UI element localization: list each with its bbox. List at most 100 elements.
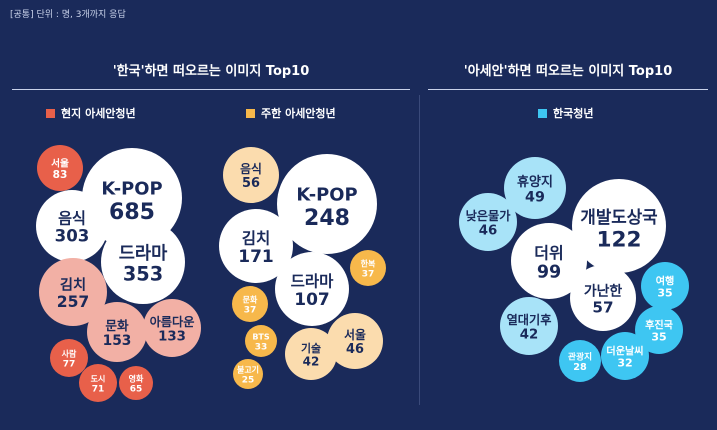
bubble-circle bbox=[572, 179, 666, 273]
bubble-circle bbox=[500, 297, 558, 355]
bubble-circle bbox=[601, 332, 649, 380]
legend-label-resident: 주한 아세안청년 bbox=[261, 107, 336, 120]
bubble-circle bbox=[511, 223, 587, 299]
bubble-label: 사람 bbox=[62, 349, 77, 359]
bubble-circle bbox=[219, 209, 293, 283]
bubble-label: 영화 bbox=[129, 374, 144, 384]
bubble-circle bbox=[119, 366, 153, 400]
bubble-value: 65 bbox=[130, 385, 143, 395]
bubble-value: 46 bbox=[346, 342, 364, 357]
bubble-value: 153 bbox=[103, 333, 132, 349]
bubble-label: K-POP bbox=[101, 179, 162, 200]
bubble-label: 더운날씨 bbox=[606, 344, 643, 357]
bubble-value: 35 bbox=[651, 330, 666, 343]
bubble-circle bbox=[570, 265, 636, 331]
legend-swatch-korean bbox=[538, 108, 547, 118]
bubble-value: 107 bbox=[294, 290, 330, 310]
bubble-circle bbox=[233, 359, 263, 389]
bubble-circle bbox=[459, 193, 517, 251]
bubble-value: 99 bbox=[537, 263, 561, 283]
asean-image-title: '아세안'하면 떠오르는 이미지 Top10 bbox=[463, 64, 673, 79]
bubble-label: 여행 bbox=[656, 274, 675, 287]
legend-local-asean: 현지 아세안청년 bbox=[46, 105, 136, 121]
bubble-value: 171 bbox=[238, 247, 274, 267]
bubble-label: 열대기후 bbox=[507, 312, 552, 327]
bubble-label: 서울 bbox=[344, 328, 366, 342]
bubble-circle bbox=[245, 325, 277, 357]
bubble-value: 303 bbox=[55, 227, 90, 246]
bubble-label: 드라마 bbox=[291, 272, 335, 290]
legend-korean-youth: 한국청년 bbox=[538, 105, 593, 121]
asean-title-rule bbox=[428, 89, 708, 90]
bubble-circle bbox=[350, 250, 386, 286]
bubble-label: 서울 bbox=[51, 156, 69, 169]
bubble-label: 기술 bbox=[301, 341, 321, 355]
bubble-label: 아름다운 bbox=[150, 314, 195, 329]
bubble-value: 35 bbox=[657, 286, 672, 299]
bubble-value: 83 bbox=[53, 169, 68, 181]
bubble-label: 개발도상국 bbox=[580, 207, 657, 227]
bubble-value: 42 bbox=[520, 328, 539, 343]
bubble-label: 휴양지 bbox=[517, 174, 553, 190]
bubble-circle bbox=[275, 252, 349, 326]
bubble-circle bbox=[504, 157, 566, 219]
bubble-value: 46 bbox=[479, 224, 498, 239]
bubble-value: 353 bbox=[123, 262, 163, 285]
bubble-label: BTS bbox=[252, 333, 270, 342]
bubble-label: 문화 bbox=[243, 295, 258, 305]
bubble-value: 28 bbox=[573, 362, 587, 373]
bubble-label: 후진국 bbox=[645, 318, 673, 331]
bubble-label: 음식 bbox=[58, 210, 86, 228]
legend-resident-asean: 주한 아세안청년 bbox=[246, 105, 336, 121]
bubble-value: 71 bbox=[92, 385, 105, 395]
bubble-label: K-POP bbox=[296, 185, 357, 206]
bubble-circle bbox=[101, 220, 185, 304]
bubble-value: 133 bbox=[158, 330, 186, 345]
bubble-circle bbox=[559, 340, 601, 382]
bubble-label: 가난한 bbox=[584, 283, 623, 300]
bubble-value: 122 bbox=[596, 228, 641, 253]
bubble-label: 김치 bbox=[60, 276, 86, 294]
bubble-value: 248 bbox=[304, 206, 350, 231]
bubble-value: 42 bbox=[303, 354, 320, 368]
legend-label-korean: 한국청년 bbox=[553, 107, 594, 120]
bubble-label: 관광지 bbox=[568, 351, 592, 363]
bubble-label: 더위 bbox=[534, 243, 563, 262]
bubble-label: 불고기 bbox=[237, 365, 259, 375]
bubble-circle bbox=[79, 364, 117, 402]
bubble-value: 25 bbox=[242, 376, 255, 386]
legend-label-local: 현지 아세안청년 bbox=[61, 107, 136, 120]
bubble-circle bbox=[87, 302, 147, 362]
bubble-circle bbox=[277, 154, 377, 254]
bubble-label: 음식 bbox=[240, 162, 262, 176]
bubble-label: 낮은물가 bbox=[466, 208, 512, 223]
korea-image-title: '한국'하면 떠오르는 이미지 Top10 bbox=[112, 64, 310, 79]
panel-divider bbox=[419, 95, 420, 405]
bubble-circle bbox=[285, 328, 337, 380]
bubble-value: 257 bbox=[57, 293, 90, 311]
bubble-circle bbox=[641, 262, 689, 310]
bubble-circle bbox=[223, 147, 279, 203]
bubble-circle bbox=[327, 313, 383, 369]
